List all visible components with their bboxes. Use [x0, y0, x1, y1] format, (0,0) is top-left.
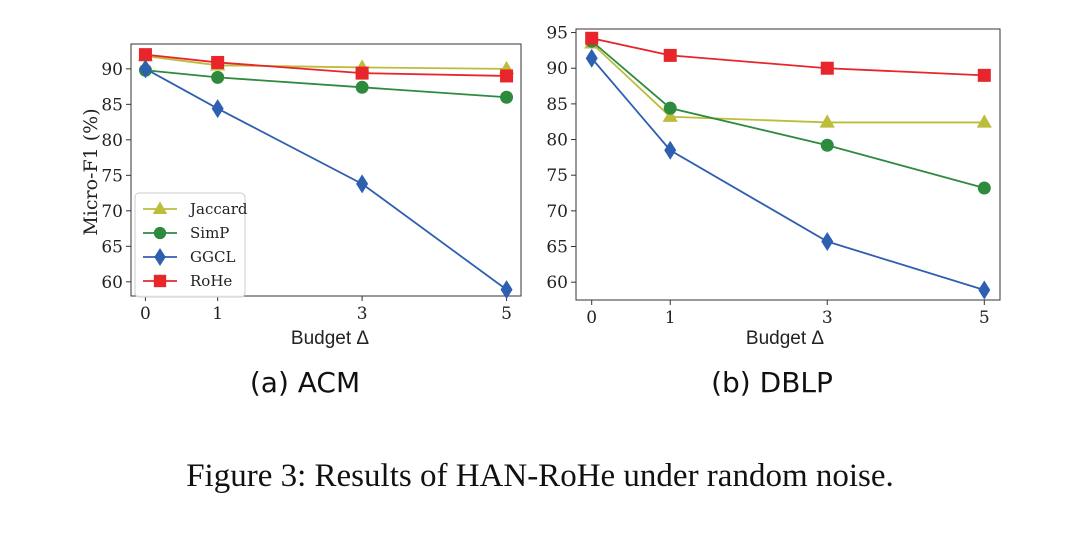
x-tick-label: 0	[586, 308, 597, 328]
series-line-simp	[145, 69, 507, 99]
data-point-ggcl	[211, 99, 224, 119]
data-point-jaccard	[819, 114, 835, 128]
x-tick-label: 5	[501, 304, 512, 324]
y-tick-label: 95	[546, 24, 568, 44]
data-point-simp	[977, 181, 991, 195]
legend-marker-ggcl	[154, 247, 166, 267]
plot-frame	[130, 43, 522, 297]
y-tick-label: 60	[546, 273, 568, 293]
data-point-rohe	[977, 68, 991, 82]
chart-dblp: Budget Δ (b) DBLP 60 65 70 75 80 85 90 95 0 1 3 5	[546, 24, 1001, 399]
x-tick-label: 1	[212, 304, 223, 324]
y-tick-label: 80	[101, 131, 123, 151]
data-point-ggcl	[821, 232, 834, 252]
data-point-rohe	[585, 31, 599, 45]
series-line-jaccard	[591, 42, 985, 124]
legend-label-ggcl: GGCL	[190, 248, 235, 266]
x-axis-label: Budget Δ	[746, 328, 824, 349]
y-tick-label: 65	[546, 238, 568, 258]
subcaption-dblp: (b) DBLP	[711, 366, 833, 399]
legend-marker-simp	[153, 226, 167, 240]
series-line-jaccard	[145, 55, 507, 70]
legend-label-simp: SimP	[190, 224, 229, 242]
y-tick-label: 80	[546, 131, 568, 151]
y-tick-label: 70	[546, 202, 568, 222]
data-point-ggcl	[585, 48, 598, 68]
x-tick-label: 5	[979, 308, 990, 328]
legend-label-jaccard: Jaccard	[188, 200, 248, 218]
series-line-rohe	[591, 37, 985, 77]
y-tick-label: 70	[101, 202, 123, 222]
data-point-rohe	[820, 61, 834, 75]
data-point-jaccard	[976, 114, 992, 128]
data-point-ggcl	[664, 140, 677, 160]
y-tick-label: 60	[101, 273, 123, 293]
y-tick-label: 90	[546, 59, 568, 79]
x-tick-label: 3	[357, 304, 368, 324]
data-point-simp	[663, 101, 677, 115]
data-point-rohe	[211, 55, 225, 69]
data-point-rohe	[355, 66, 369, 80]
data-point-ggcl	[500, 280, 513, 300]
data-point-simp	[355, 80, 369, 94]
legend-marker-rohe	[153, 274, 167, 288]
series-line-ggcl	[591, 57, 985, 291]
plot-frame	[575, 28, 1001, 301]
y-tick-label: 65	[101, 237, 123, 257]
legend-box	[134, 192, 246, 298]
y-tick-label: 75	[546, 166, 568, 186]
data-point-rohe	[500, 69, 514, 83]
subcaption-acm: (a) ACM	[250, 366, 360, 399]
data-point-ggcl	[139, 59, 152, 79]
chart-acm: Micro-F1 (%) Budget Δ (a) ACM 60 65 70 75 80…	[80, 43, 522, 399]
x-tick-label: 3	[822, 308, 833, 328]
x-axis-label: Budget Δ	[291, 328, 369, 349]
data-point-ggcl	[978, 280, 991, 300]
y-tick-label: 75	[101, 166, 123, 186]
data-point-rohe	[138, 48, 152, 62]
series-line-rohe	[145, 53, 507, 77]
data-point-ggcl	[356, 174, 369, 194]
legend-marker-jaccard	[152, 201, 168, 214]
x-tick-label: 0	[140, 304, 151, 324]
data-point-simp	[211, 70, 225, 84]
data-point-simp	[500, 90, 514, 104]
y-tick-label: 85	[101, 95, 123, 115]
data-point-rohe	[663, 48, 677, 62]
y-axis-label: Micro-F1 (%)	[80, 108, 102, 235]
figure-caption: Figure 3: Results of HAN-RoHe under rand…	[186, 458, 894, 494]
y-tick-label: 85	[546, 95, 568, 115]
legend-label-rohe: RoHe	[190, 272, 232, 290]
series-line-ggcl	[145, 68, 508, 291]
series-line-simp	[591, 40, 985, 189]
data-point-simp	[820, 138, 834, 152]
data-point-jaccard	[662, 108, 678, 122]
y-tick-label: 90	[101, 60, 123, 80]
x-tick-label: 1	[665, 308, 676, 328]
